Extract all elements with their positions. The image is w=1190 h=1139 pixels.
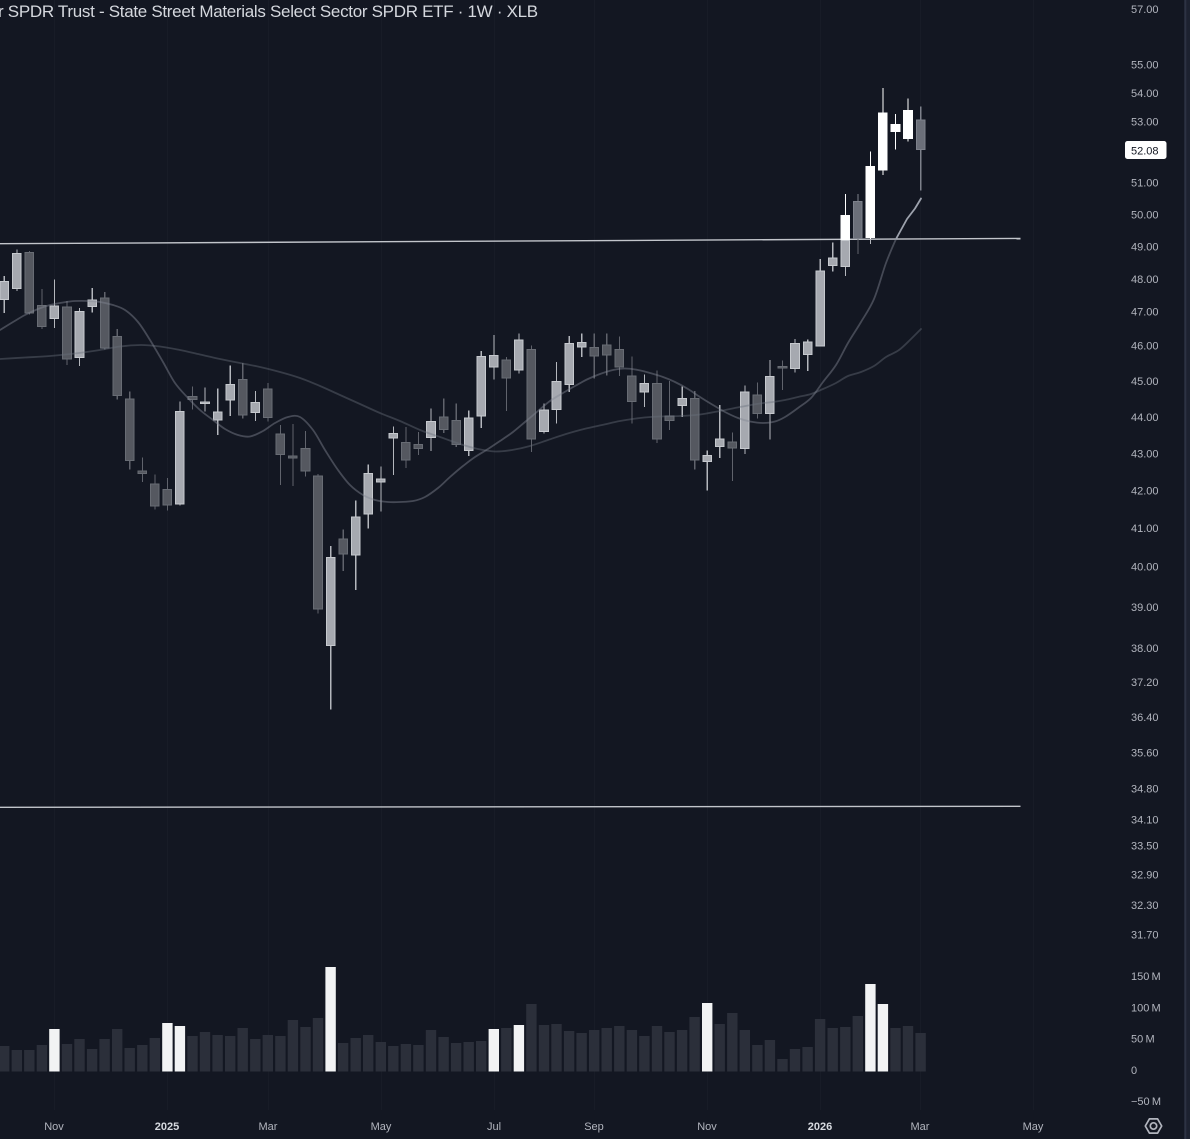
svg-text:May: May (1023, 1121, 1044, 1133)
svg-text:−50 M: −50 M (1131, 1096, 1161, 1108)
svg-text:r SPDR Trust - State Street Ma: r SPDR Trust - State Street Materials Se… (0, 2, 538, 21)
svg-text:51.00: 51.00 (1131, 178, 1159, 190)
svg-text:54.00: 54.00 (1131, 88, 1159, 100)
svg-text:0: 0 (1131, 1065, 1137, 1077)
svg-text:41.00: 41.00 (1131, 523, 1159, 535)
svg-text:48.00: 48.00 (1131, 274, 1159, 286)
svg-text:33.50: 33.50 (1131, 841, 1159, 853)
svg-text:38.00: 38.00 (1131, 643, 1159, 655)
svg-text:50 M: 50 M (1131, 1034, 1155, 1046)
svg-text:37.20: 37.20 (1131, 677, 1159, 689)
svg-text:40.00: 40.00 (1131, 562, 1159, 574)
svg-text:Mar: Mar (911, 1121, 930, 1133)
svg-text:100 M: 100 M (1131, 1003, 1161, 1015)
svg-text:57.00: 57.00 (1131, 4, 1159, 16)
svg-text:49.00: 49.00 (1131, 242, 1159, 254)
svg-text:Mar: Mar (259, 1121, 278, 1133)
svg-text:Nov: Nov (697, 1121, 717, 1133)
svg-text:45.00: 45.00 (1131, 376, 1159, 388)
svg-text:34.10: 34.10 (1131, 815, 1159, 827)
svg-text:43.00: 43.00 (1131, 449, 1159, 461)
svg-text:150 M: 150 M (1131, 971, 1161, 983)
svg-text:53.00: 53.00 (1131, 117, 1159, 129)
svg-text:2026: 2026 (808, 1121, 832, 1133)
svg-text:35.60: 35.60 (1131, 748, 1159, 760)
svg-text:34.80: 34.80 (1131, 784, 1159, 796)
svg-text:42.00: 42.00 (1131, 486, 1159, 498)
svg-text:55.00: 55.00 (1131, 60, 1159, 72)
svg-text:Jul: Jul (487, 1121, 501, 1133)
svg-text:39.00: 39.00 (1131, 602, 1159, 614)
svg-text:Nov: Nov (44, 1121, 64, 1133)
svg-text:32.30: 32.30 (1131, 900, 1159, 912)
svg-text:2025: 2025 (155, 1121, 179, 1133)
svg-text:Sep: Sep (584, 1121, 604, 1133)
svg-text:36.40: 36.40 (1131, 712, 1159, 724)
svg-text:32.90: 32.90 (1131, 870, 1159, 882)
svg-text:50.00: 50.00 (1131, 210, 1159, 222)
svg-text:May: May (371, 1121, 392, 1133)
svg-text:52.08: 52.08 (1131, 146, 1159, 158)
svg-text:44.00: 44.00 (1131, 412, 1159, 424)
svg-text:47.00: 47.00 (1131, 307, 1159, 319)
svg-text:31.70: 31.70 (1131, 930, 1159, 942)
svg-text:46.00: 46.00 (1131, 341, 1159, 353)
